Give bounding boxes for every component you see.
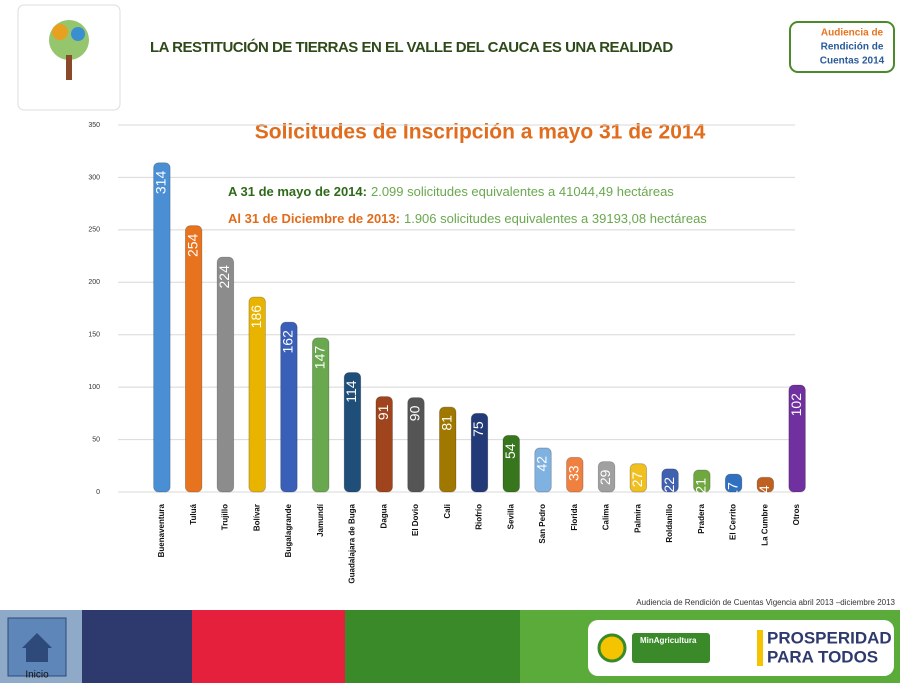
y-tick-label: 100 [88,384,100,391]
footer-band [345,610,520,683]
annotation-text: 2.099 solicitudes equivalentes a 41044,4… [371,184,674,199]
value-label: 29 [597,469,613,485]
slide: LA RESTITUCIÓN DE TIERRAS EN EL VALLE DE… [0,0,900,683]
value-label: 254 [184,233,200,257]
footer-note: Audiencia de Rendición de Cuentas Vigenc… [636,598,895,607]
value-label: 21 [693,478,709,494]
header-title: LA RESTITUCIÓN DE TIERRAS EN EL VALLE DE… [150,38,673,56]
annotation-label: Al 31 de Diciembre de 2013: [228,211,400,226]
background [0,0,900,683]
value-label: 42 [534,456,550,472]
y-tick-label: 200 [88,279,100,286]
x-tick-label: Bugalagrande [284,503,293,557]
value-label: 114 [343,380,359,403]
logo-dot [71,27,85,41]
value-label: 17 [724,482,740,498]
annotation: Al 31 de Diciembre de 2013: 1.906 solicit… [228,211,707,226]
bar [154,163,171,492]
x-tick-label: Cali [443,504,452,519]
y-tick-label: 150 [88,332,100,339]
x-tick-label: El Dovio [411,504,420,536]
value-label: 14 [756,485,772,501]
y-tick-label: 350 [88,122,100,129]
bar [185,226,202,492]
y-tick-label: 50 [92,436,100,443]
value-label: 147 [311,346,327,370]
flag-stripe [757,630,763,666]
footer-band [192,610,345,683]
x-tick-label: Trujillo [221,504,230,530]
value-label: 186 [248,305,264,329]
ministry-label: MinAgricultura [640,636,697,645]
x-tick-label: Tuluá [189,503,198,524]
x-tick-label: Riofrío [475,504,484,530]
badge-line: Rendición de [821,42,884,53]
annotation-label: A 31 de mayo de 2014: [228,184,367,199]
y-tick-label: 300 [88,174,100,181]
y-tick-label: 250 [88,227,100,234]
y-tick-label: 0 [96,489,100,496]
x-tick-label: La Cumbre [760,503,769,545]
annotation-text: 1.906 solicitudes equivalentes a 39193,0… [404,211,707,226]
chart-title: Solicitudes de Inscripción a mayo 31 de … [255,121,706,144]
home-label[interactable]: Inicio [25,670,49,681]
value-label: 75 [470,421,486,437]
slogan: PROSPERIDAD [767,628,892,647]
x-tick-label: Jamundí [316,503,325,537]
x-tick-label: Guadalajara de Buga [348,503,357,583]
badge-line: Cuentas 2014 [820,56,885,67]
value-label: 33 [565,465,581,481]
annotation: A 31 de mayo de 2014: 2.099 solicitudes e… [228,184,674,199]
x-tick-label: Florida [570,503,579,530]
footer-band [82,610,192,683]
slogan: PARA TODOS [767,647,878,666]
value-label: 54 [502,443,518,459]
logo-trunk [66,55,72,80]
value-label: 22 [661,477,677,493]
x-tick-label: Otros [792,503,801,525]
bar [217,257,234,492]
x-tick-label: Calima [602,503,611,530]
ministry-seal [599,635,625,661]
x-tick-label: Dagua [379,503,388,528]
x-tick-label: Roldanillo [665,504,674,543]
logo-dot [52,24,68,40]
x-tick-label: Buenaventura [157,503,166,557]
value-label: 90 [407,405,423,421]
x-tick-label: Pradera [697,503,706,533]
value-label: 81 [438,415,454,431]
x-tick-label: El Cerrito [729,504,738,540]
value-label: 102 [788,393,804,417]
x-tick-label: San Pedro [538,504,547,544]
value-label: 162 [280,330,296,354]
x-tick-label: Palmira [633,503,642,532]
value-label: 27 [629,471,645,487]
x-tick-label: Bolívar [252,504,261,531]
value-label: 224 [216,265,232,289]
badge-line: Audiencia de [821,28,884,39]
value-label: 91 [375,404,391,420]
value-label: 314 [153,171,169,195]
x-tick-label: Sevilla [506,503,515,529]
